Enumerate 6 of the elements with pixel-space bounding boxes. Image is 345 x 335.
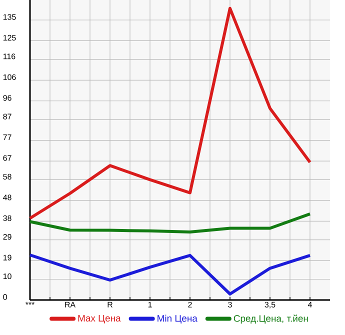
line-series bbox=[28, 212, 312, 234]
legend-label: Max Цена bbox=[78, 314, 121, 324]
line-series bbox=[28, 253, 312, 296]
legend-label: Сред.Цена, т.йен bbox=[234, 314, 308, 324]
legend-label: Min Цена bbox=[158, 314, 198, 324]
line-series bbox=[28, 6, 312, 220]
